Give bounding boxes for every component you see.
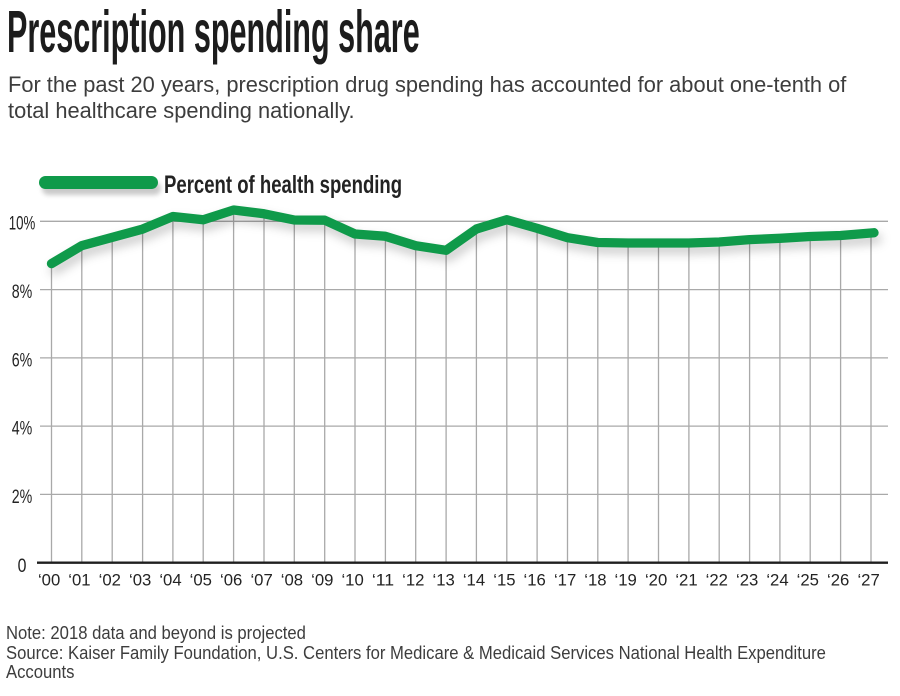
svg-text:‘14: ‘14 [463,571,485,590]
svg-text:‘20: ‘20 [645,571,667,590]
svg-text:‘06: ‘06 [220,571,242,590]
svg-text:‘21: ‘21 [675,571,697,590]
svg-text:‘18: ‘18 [584,571,606,590]
svg-text:‘27: ‘27 [857,571,879,590]
svg-text:8%: 8% [12,281,33,303]
svg-text:‘00: ‘00 [38,571,60,590]
svg-text:‘01: ‘01 [68,571,90,590]
svg-text:‘05: ‘05 [190,571,212,590]
svg-text:‘15: ‘15 [493,571,515,590]
svg-text:‘17: ‘17 [554,571,576,590]
svg-text:‘02: ‘02 [99,571,121,590]
svg-text:‘22: ‘22 [706,571,728,590]
svg-text:‘26: ‘26 [827,571,849,590]
svg-text:‘12: ‘12 [402,571,424,590]
svg-text:‘09: ‘09 [311,571,333,590]
svg-text:‘25: ‘25 [797,571,819,590]
svg-text:6%: 6% [12,349,33,371]
svg-text:‘11: ‘11 [372,571,394,590]
svg-text:‘16: ‘16 [524,571,546,590]
svg-text:‘10: ‘10 [341,571,363,590]
svg-text:‘19: ‘19 [615,571,637,590]
svg-text:‘07: ‘07 [250,571,272,590]
svg-text:10%: 10% [9,213,36,235]
svg-text:‘08: ‘08 [281,571,303,590]
svg-text:‘13: ‘13 [433,571,455,590]
svg-text:‘23: ‘23 [736,571,758,590]
svg-text:0: 0 [18,555,27,577]
svg-text:‘04: ‘04 [159,571,181,590]
svg-text:2%: 2% [12,486,33,508]
svg-text:‘24: ‘24 [766,571,788,590]
svg-text:‘03: ‘03 [129,571,151,590]
svg-text:4%: 4% [12,418,33,440]
